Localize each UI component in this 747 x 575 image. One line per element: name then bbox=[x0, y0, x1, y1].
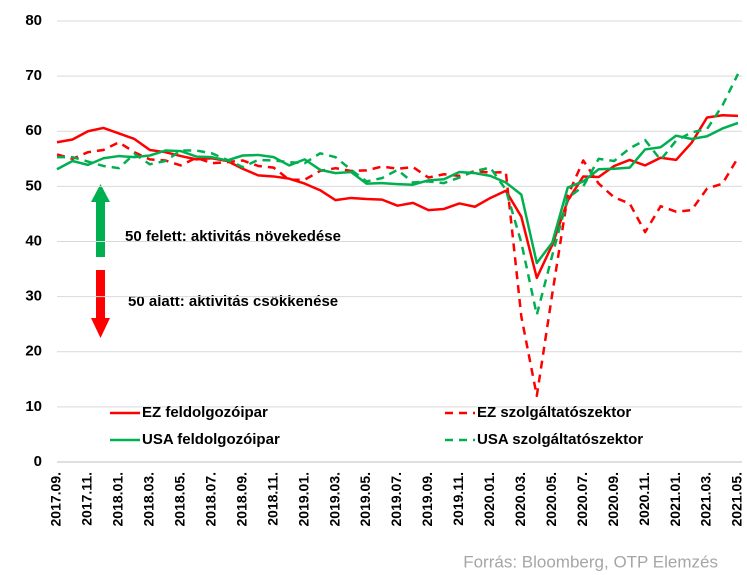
legend-label: EZ szolgáltatószektor bbox=[477, 404, 631, 421]
x-tick-label: 2021.01. bbox=[667, 472, 683, 527]
x-tick-label: 2020.01. bbox=[481, 472, 497, 527]
legend-label: EZ feldolgozóipar bbox=[142, 404, 268, 421]
line-series bbox=[56, 121, 739, 265]
y-tick-label: 10 bbox=[25, 398, 42, 415]
x-tick-label: 2019.09. bbox=[419, 472, 435, 527]
x-tick-label: 2019.07. bbox=[388, 472, 404, 527]
x-tick-label: 2017.11. bbox=[79, 472, 95, 526]
line-series bbox=[56, 141, 740, 398]
down-arrow bbox=[91, 270, 110, 338]
x-tick-label: 2020.11. bbox=[636, 472, 652, 526]
y-tick-label: 40 bbox=[25, 232, 42, 249]
x-tick-label: 2019.01. bbox=[295, 472, 311, 527]
legend-label: USA feldolgozóipar bbox=[142, 431, 280, 448]
legend-label: USA szolgáltatószektor bbox=[477, 431, 643, 448]
x-tick-label: 2019.05. bbox=[357, 472, 373, 527]
x-tick-label: 2019.03. bbox=[326, 472, 342, 527]
x-tick-label: 2020.03. bbox=[512, 472, 528, 527]
annotation: 50 felett: aktivitás növekedése bbox=[125, 228, 341, 245]
x-tick-label: 2019.11. bbox=[450, 472, 466, 526]
x-tick-label: 2018.07. bbox=[202, 472, 218, 527]
grid bbox=[57, 20, 742, 408]
y-tick-label: 20 bbox=[25, 343, 42, 360]
x-tick-label: 2021.05. bbox=[729, 472, 745, 527]
x-tick-label: 2018.05. bbox=[172, 472, 188, 527]
x-tick-label: 2017.09. bbox=[48, 472, 64, 527]
line-series bbox=[56, 114, 739, 280]
x-tick-label: 2018.03. bbox=[141, 472, 157, 527]
x-tick-label: 2020.07. bbox=[574, 472, 590, 527]
x-tick-label: 2021.03. bbox=[698, 472, 714, 527]
x-tick-label: 2020.09. bbox=[605, 472, 621, 527]
y-tick-label: 30 bbox=[25, 288, 42, 305]
x-tick-label: 2018.01. bbox=[110, 472, 126, 527]
x-tick-label: 2020.05. bbox=[543, 472, 559, 527]
y-tick-label: 80 bbox=[25, 12, 42, 29]
line-series bbox=[57, 73, 740, 317]
y-tick-label: 50 bbox=[25, 177, 42, 194]
y-tick-label: 70 bbox=[25, 67, 42, 84]
source: Forrás: Bloomberg, OTP Elemzés bbox=[463, 552, 718, 571]
annotation: 50 alatt: aktivitás csökkenése bbox=[128, 293, 338, 310]
x-tick-label: 2018.09. bbox=[233, 472, 249, 527]
y-tick-label: 0 bbox=[34, 453, 42, 470]
x-tick-label: 2018.11. bbox=[264, 472, 280, 526]
up-arrow bbox=[91, 184, 110, 257]
y-tick-label: 60 bbox=[25, 122, 42, 139]
